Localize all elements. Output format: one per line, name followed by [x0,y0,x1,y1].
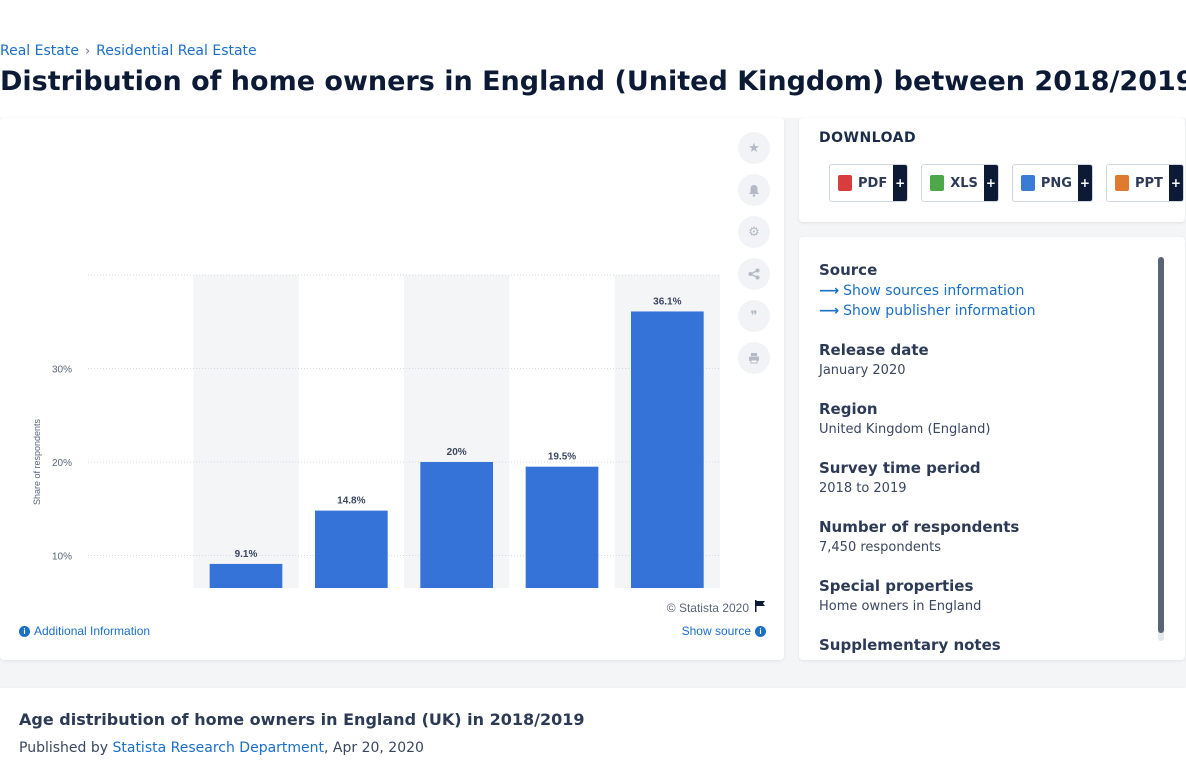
respondents-value: 7,450 respondents [819,540,941,555]
bar-chart: 0%10%20%30%0.4%16-249.1%25-3414.8%35-442… [32,274,720,588]
arrow-right-icon: ⟶ [819,303,840,319]
show-source-label: Show source [681,624,751,638]
download-card: DOWNLOAD PDF + XLS + PNG + PPT + [799,118,1185,222]
respondents-heading: Number of respondents [819,518,1020,536]
special-properties-heading: Special properties [819,577,974,595]
show-sources-label: Show sources information [843,283,1025,299]
pdf-plus-icon[interactable]: + [893,165,908,201]
copyright-text: © Statista 2020 [666,600,749,615]
quote-icon[interactable]: ❞ [738,300,770,332]
data-label: 14.8% [337,496,365,507]
show-source-link[interactable]: Show source i [682,624,766,638]
supplementary-notes-heading: Supplementary notes [819,636,1001,654]
download-png-button[interactable]: PNG + [1011,164,1093,202]
breadcrumb-residential-real-estate[interactable]: Residential Real Estate [96,43,257,59]
show-publisher-label: Show publisher information [843,303,1036,319]
chart-tools: ★ ⚙ ❞ [738,132,770,374]
xls-plus-icon[interactable]: + [983,165,998,201]
info-icon: i [19,625,30,637]
region-value: United Kingdom (England) [819,422,991,437]
pdf-file-icon [838,175,852,191]
print-icon[interactable] [738,342,770,374]
flag-icon[interactable] [755,600,766,615]
source-heading: Source [819,261,878,279]
show-publisher-link[interactable]: ⟶ Show publisher information [819,303,1149,319]
chart-card: 0%10%20%30%0.4%16-249.1%25-3414.8%35-442… [0,118,784,660]
header-band [0,0,1186,118]
data-label: 20% [447,447,467,458]
download-pdf-label: PDF [858,175,888,191]
statistic-summary: Age distribution of home owners in Engla… [0,688,1186,760]
download-pdf-button[interactable]: PDF + [829,164,909,202]
bar [525,466,599,588]
breadcrumb: Real Estate › Residential Real Estate [0,43,257,59]
survey-period-heading: Survey time period [819,459,981,477]
y-tick-label: 10% [52,552,72,563]
special-properties-value: Home owners in England [819,599,982,614]
publisher-link[interactable]: Statista Research Department [112,740,325,756]
chevron-right-icon: › [84,43,91,59]
additional-information-label: Additional Information [34,624,151,638]
statistic-title: Age distribution of home owners in Engla… [19,710,585,729]
additional-information-link[interactable]: i Additional Information [19,624,150,638]
ppt-file-icon [1114,175,1129,191]
download-buttons: PDF + XLS + PNG + PPT + [829,164,1184,202]
source-scrollbar[interactable] [1158,257,1164,641]
bar [630,311,704,588]
release-date-value: January 2020 [819,363,906,378]
column-band [193,275,299,588]
survey-period-value: 2018 to 2019 [819,481,907,496]
published-date: , Apr 20, 2020 [324,740,424,756]
breadcrumb-real-estate[interactable]: Real Estate [0,43,79,59]
xls-file-icon [930,175,945,191]
source-details: Source ⟶ Show sources information ⟶ Show… [819,261,1149,658]
source-card: Source ⟶ Show sources information ⟶ Show… [799,237,1185,660]
published-line: Published by Statista Research Departmen… [19,740,424,756]
download-ppt-button[interactable]: PPT + [1105,164,1184,202]
png-file-icon [1020,175,1035,191]
download-xls-label: XLS [950,175,978,191]
ppt-plus-icon[interactable]: + [1168,165,1183,201]
y-axis-title: Share of respondents [32,418,42,505]
region-heading: Region [819,400,878,418]
share-icon[interactable] [738,258,770,290]
download-png-label: PNG [1040,175,1072,191]
page-title: Distribution of home owners in England (… [0,66,1186,97]
gear-icon[interactable]: ⚙ [738,216,770,248]
data-label: 36.1% [653,296,681,307]
png-plus-icon[interactable]: + [1077,165,1092,201]
bar [420,462,494,588]
copyright: © Statista 2020 [667,600,766,615]
arrow-right-icon: ⟶ [819,283,840,299]
bell-icon[interactable] [738,174,770,206]
show-sources-link[interactable]: ⟶ Show sources information [819,283,1149,299]
star-icon[interactable]: ★ [738,132,770,164]
info-icon: i [755,625,766,637]
y-tick-label: 20% [52,458,72,469]
y-tick-label: 30% [52,365,72,376]
download-title: DOWNLOAD [819,130,917,146]
release-date-heading: Release date [819,341,929,359]
source-scrollbar-thumb[interactable] [1158,257,1164,633]
bar [314,510,388,588]
download-ppt-label: PPT [1134,175,1163,191]
data-label: 9.1% [235,549,258,560]
bar [209,563,283,588]
download-xls-button[interactable]: XLS + [921,164,999,202]
data-label: 19.5% [548,452,576,463]
published-prefix: Published by [19,740,109,756]
